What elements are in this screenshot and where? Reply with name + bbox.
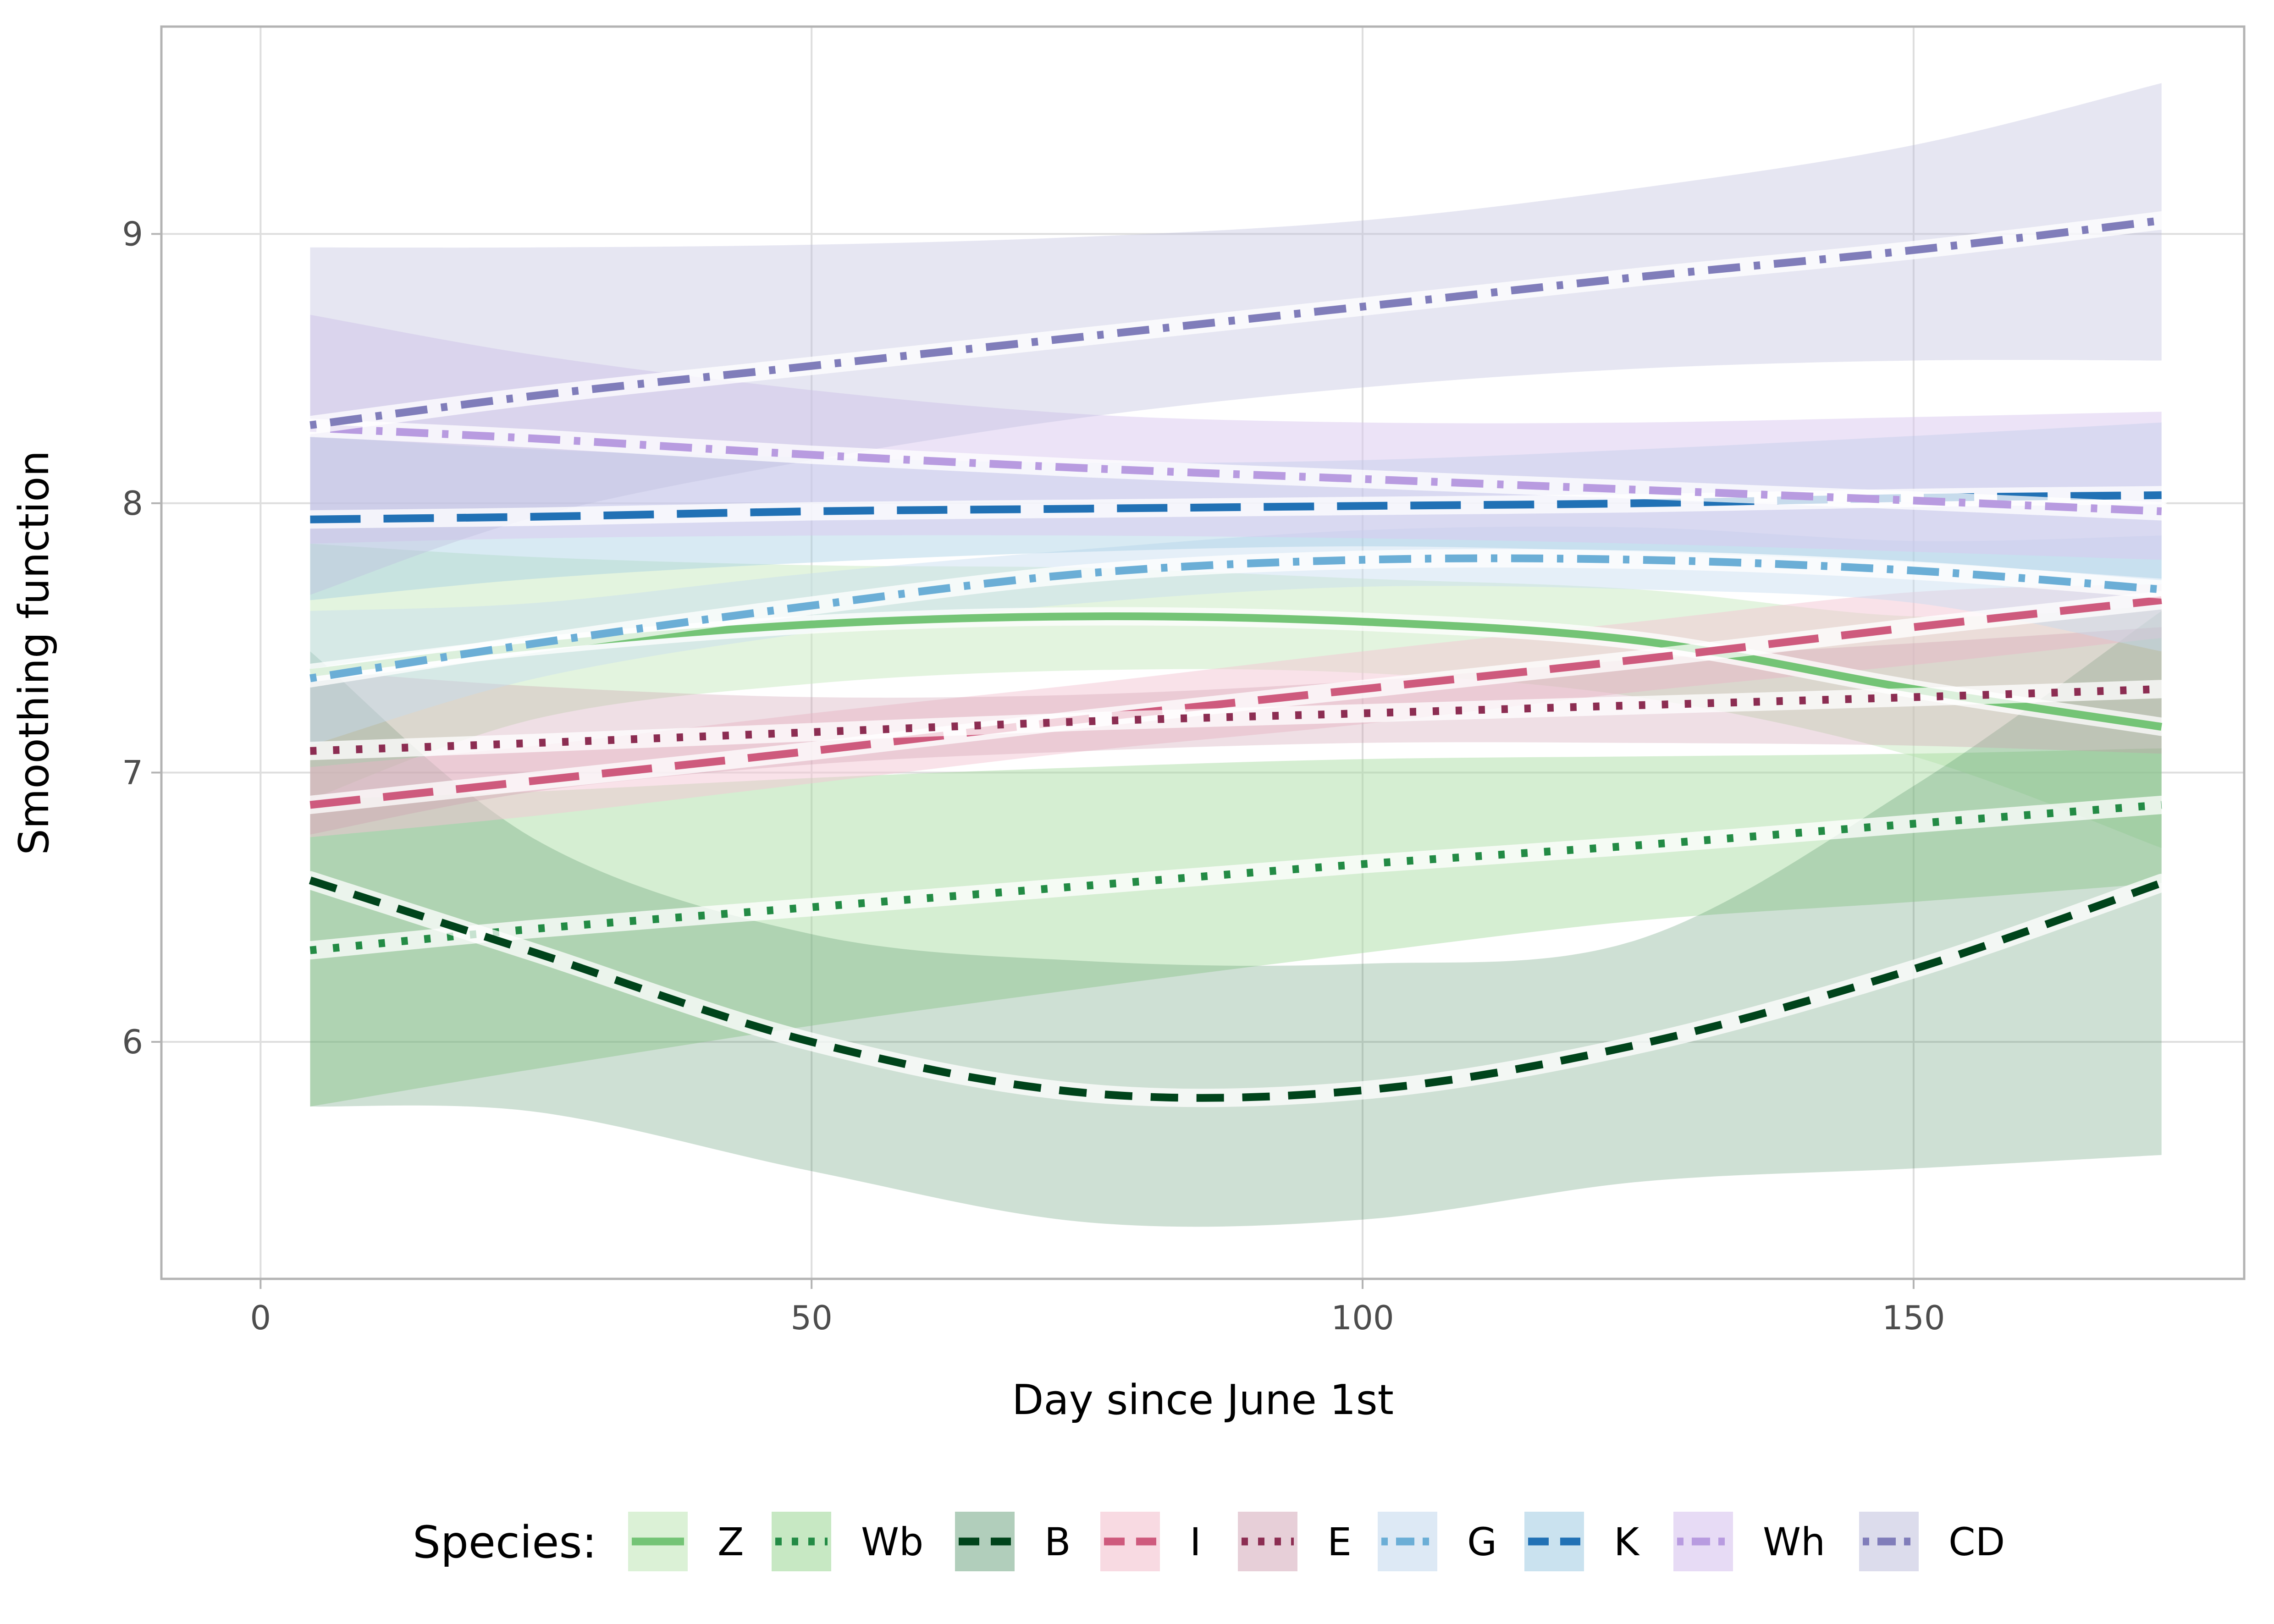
legend-item-cd: CD xyxy=(1859,1512,2005,1571)
band-cd xyxy=(310,83,2162,595)
legend-title: Species: xyxy=(413,1517,597,1568)
series-lines xyxy=(301,211,2171,1107)
legend-label-e: E xyxy=(1327,1519,1352,1564)
y-axis-title: Smoothing function xyxy=(10,451,58,855)
legend-label-k: K xyxy=(1614,1519,1640,1564)
y-tick-label: 7 xyxy=(122,753,143,792)
legend-label-wh: Wh xyxy=(1763,1519,1825,1564)
y-tick-label: 9 xyxy=(122,215,143,253)
legend-item-g: G xyxy=(1378,1512,1497,1571)
legend-item-k: K xyxy=(1524,1512,1640,1571)
legend-item-i: I xyxy=(1100,1512,1201,1571)
line-i xyxy=(309,596,2162,809)
legend-label-wb: Wb xyxy=(861,1519,923,1564)
legend-item-wb: Wb xyxy=(772,1512,923,1571)
line-wb xyxy=(309,801,2162,954)
band-e xyxy=(310,627,2162,835)
legend-item-e: E xyxy=(1238,1512,1352,1571)
legend-item-z: Z xyxy=(628,1512,744,1571)
line-e xyxy=(310,685,2162,755)
legend: Species: Z Wb B I E G K Wh CD xyxy=(413,1512,2005,1571)
legend-label-z: Z xyxy=(718,1519,744,1564)
legend-label-i: I xyxy=(1190,1519,1201,1564)
band-g xyxy=(310,526,2162,746)
x-tick-label: 0 xyxy=(250,1299,271,1337)
legend-item-b: B xyxy=(955,1512,1071,1571)
plot-panel-border xyxy=(160,25,2246,1280)
x-tick-label: 100 xyxy=(1331,1299,1394,1337)
legend-item-wh: Wh xyxy=(1673,1512,1825,1571)
legend-label-g: G xyxy=(1467,1519,1497,1564)
x-tick-label: 50 xyxy=(790,1299,833,1337)
legend-label-b: B xyxy=(1044,1519,1071,1564)
legend-label-cd: CD xyxy=(1948,1519,2005,1564)
x-tick-label: 150 xyxy=(1882,1299,1945,1337)
band-b xyxy=(310,611,2162,1227)
line-g xyxy=(309,554,2162,683)
line-b xyxy=(309,876,2163,1102)
y-tick-label: 8 xyxy=(122,484,143,523)
line-cd xyxy=(309,216,2162,429)
y-tick-label: 6 xyxy=(122,1023,143,1061)
line-wh xyxy=(310,424,2162,515)
x-axis-title: Day since June 1st xyxy=(1012,1376,1394,1424)
axis-ticks: 0 50 100 150 6 7 8 9 xyxy=(122,215,1945,1337)
